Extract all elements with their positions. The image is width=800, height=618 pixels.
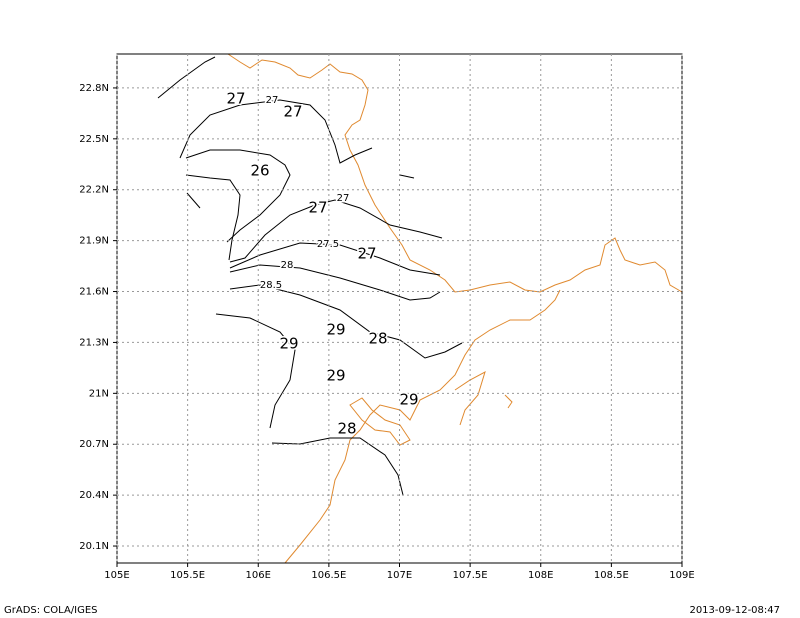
coastline xyxy=(227,53,683,293)
island xyxy=(349,397,411,446)
contour xyxy=(229,242,441,276)
contour xyxy=(271,437,404,496)
contour xyxy=(229,284,463,359)
contour-label: 27 xyxy=(308,199,327,217)
contour-label: 28 xyxy=(281,260,294,271)
y-tick-label: 22.5N xyxy=(79,134,109,145)
y-tick-label: 22.8N xyxy=(79,83,109,94)
y-tick-label: 21.6N xyxy=(79,287,109,298)
contour xyxy=(186,192,201,209)
x-tick-label: 106.5E xyxy=(311,570,346,581)
x-tick-label: 108.5E xyxy=(594,570,629,581)
contour-label: 27 xyxy=(226,90,245,108)
y-tick-label: 20.1N xyxy=(79,541,109,552)
y-tick-label: 20.7N xyxy=(79,439,109,450)
coastline xyxy=(284,289,561,564)
x-tick-label: 109E xyxy=(669,570,694,581)
contour-label: 29 xyxy=(279,335,298,353)
contour-label: 29 xyxy=(326,367,345,385)
x-tick-label: 105.5E xyxy=(170,570,205,581)
contour-label: 29 xyxy=(399,391,418,409)
contour xyxy=(399,174,415,179)
y-tick-label: 22.2N xyxy=(79,185,109,196)
contour xyxy=(179,99,373,164)
x-tick-label: 106E xyxy=(246,570,271,581)
contour xyxy=(229,199,443,263)
y-tick-label: 20.4N xyxy=(79,490,109,501)
contour-label: 27 xyxy=(283,103,302,121)
contour-label: 27 xyxy=(266,95,279,106)
footer-left: GrADS: COLA/IGES xyxy=(4,605,98,616)
map-content xyxy=(157,53,683,564)
contour-label: 27 xyxy=(337,193,350,204)
x-tick-label: 107.5E xyxy=(453,570,488,581)
contour xyxy=(157,56,216,99)
x-tick-label: 107E xyxy=(387,570,412,581)
contour xyxy=(215,313,296,429)
island xyxy=(454,370,486,426)
contour-label: 28 xyxy=(337,420,356,438)
contour-label: 27.5 xyxy=(317,239,339,250)
contour-label: 29 xyxy=(326,321,345,339)
x-tick-label: 108E xyxy=(528,570,553,581)
contour-label: 27 xyxy=(357,245,376,263)
y-tick-label: 21.9N xyxy=(79,236,109,247)
footer-right: 2013-09-12-08:47 xyxy=(689,605,780,616)
island xyxy=(504,394,513,409)
contour xyxy=(229,264,441,301)
x-tick-label: 105E xyxy=(104,570,129,581)
y-tick-label: 21N xyxy=(89,388,109,399)
y-tick-label: 21.3N xyxy=(79,337,109,348)
contour xyxy=(185,149,291,243)
contour-label: 28 xyxy=(368,330,387,348)
contour-label: 26 xyxy=(250,162,269,180)
contour-label: 28.5 xyxy=(260,280,282,291)
contour xyxy=(185,174,241,261)
